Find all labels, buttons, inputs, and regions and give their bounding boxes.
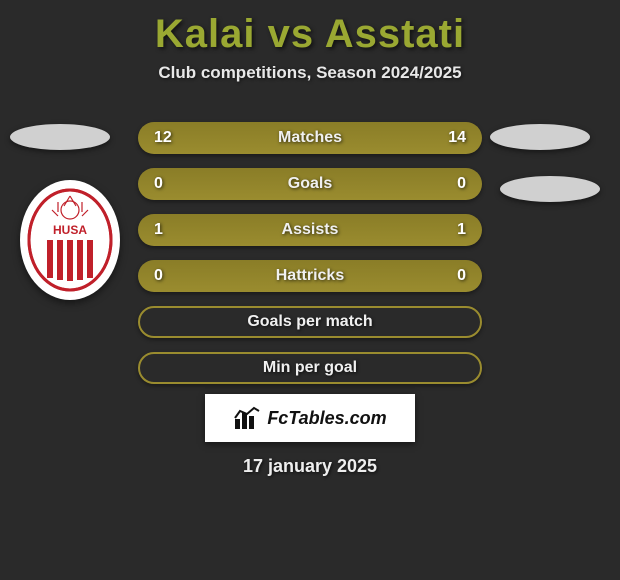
stat-value-left: 1 [154, 221, 163, 239]
husa-text: HUSA [53, 223, 87, 237]
stat-value-left: 12 [154, 129, 172, 147]
stat-row: 0 Goals 0 [138, 168, 482, 200]
stat-value-right: 14 [448, 129, 466, 147]
stat-label: Assists [282, 221, 339, 239]
stat-label: Matches [278, 129, 342, 147]
stat-value-right: 1 [457, 221, 466, 239]
stat-row: Goals per match [138, 306, 482, 338]
stat-value-right: 0 [457, 175, 466, 193]
stat-row: 12 Matches 14 [138, 122, 482, 154]
watermark: FcTables.com [205, 394, 415, 442]
player-badge-right [490, 124, 590, 150]
club-logo-left: HUSA [20, 180, 120, 300]
stat-value-right: 0 [457, 267, 466, 285]
stat-value-left: 0 [154, 175, 163, 193]
stat-row: 0 Hattricks 0 [138, 260, 482, 292]
husa-crest-icon: HUSA [27, 188, 113, 292]
stat-label: Goals [288, 175, 332, 193]
stat-row: 1 Assists 1 [138, 214, 482, 246]
watermark-text: FcTables.com [267, 408, 386, 429]
player-badge-left [10, 124, 110, 150]
stats-container: 12 Matches 14 0 Goals 0 1 Assists 1 0 Hattricks 0 Go… [138, 122, 482, 398]
stat-value-left: 0 [154, 267, 163, 285]
stat-label: Goals per match [247, 313, 372, 331]
page-title: Kalai vs Asstati [0, 0, 620, 57]
stat-row: Min per goal [138, 352, 482, 384]
page-subtitle: Club competitions, Season 2024/2025 [0, 63, 620, 83]
footer-date: 17 january 2025 [0, 456, 620, 477]
fctables-chart-icon [233, 405, 261, 431]
club-badge-right [500, 176, 600, 202]
stat-label: Min per goal [263, 359, 357, 377]
stat-label: Hattricks [276, 267, 344, 285]
